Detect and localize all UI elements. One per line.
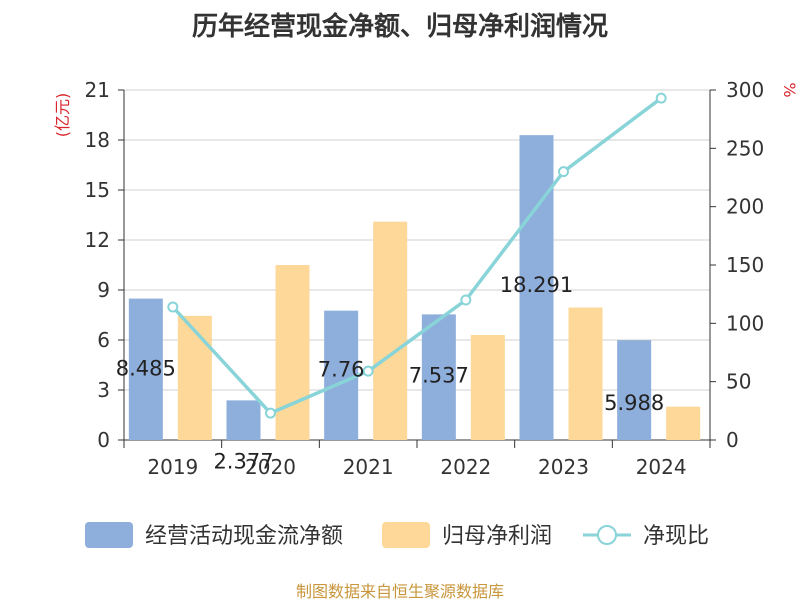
bar-series [128,135,701,440]
cashflow-bar [421,314,456,440]
x-tick-label: 2019 [147,455,198,479]
profit-bar [666,406,701,440]
cashflow-bar [324,310,359,440]
left-tick-label: 18 [85,128,110,152]
source-note: 制图数据来自恒生聚源数据库 [295,582,504,601]
left-axis: 0 3 6 9 12 15 18 21 (亿元) [53,78,125,452]
right-tick-label: 50 [726,370,751,394]
x-axis: 2019 2020 2021 2022 2023 2024 [123,439,711,479]
ratio-point [558,166,569,178]
ratio-point [655,92,667,104]
right-axis: 0 50 100 150 200 250 300% [709,78,799,452]
legend-swatch-profit [382,522,430,548]
cashflow-data-label: 18.291 [500,273,573,297]
right-axis-unit: % [780,82,799,97]
cashflow-bar [519,135,554,440]
legend-swatch-cashflow [85,522,133,548]
legend-label-ratio: 净现比 [643,524,709,549]
cashflow-data-label: 7.76 [318,358,365,382]
right-tick-label: 150 [726,253,764,277]
cashflow-bar [617,340,652,440]
left-tick-label: 9 [97,278,110,302]
left-tick-label: 3 [97,378,110,402]
cashflow-data-label: 2.377 [213,449,273,473]
right-tick-label: 250 [726,136,764,160]
legend-label-cashflow: 经营活动现金流净额 [145,524,343,549]
right-tick-label: 100 [726,311,764,335]
profit-bar [470,335,505,440]
ratio-line-series [167,92,667,419]
x-tick-label: 2020 [245,455,296,479]
x-tick-label: 2024 [636,455,687,479]
legend[interactable]: 经营活动现金流净额 归母净利润 净现比 [85,522,709,549]
x-tick-label: 2023 [538,455,589,479]
profit-bar [177,315,212,440]
x-tick-label: 2022 [440,455,491,479]
cashflow-bar [226,400,261,440]
cashflow-data-label: 8.485 [116,357,176,381]
right-tick-label: 0 [726,428,739,452]
cashflow-bar [128,298,163,440]
chart-title: 历年经营现金净额、归母净利润情况 [191,12,608,42]
profit-bar [568,307,603,440]
left-tick-label: 6 [97,328,110,352]
data-labels: 8.485 2.377 7.76 7.537 18.291 5.988 [116,273,664,473]
left-tick-label: 12 [85,228,110,252]
left-tick-label: 21 [85,78,110,102]
left-axis-unit: (亿元) [53,93,72,138]
cashflow-data-label: 7.537 [409,363,469,387]
ratio-point [460,294,472,306]
profit-bar [373,221,408,440]
left-tick-label: 15 [85,178,110,202]
ratio-line [171,96,663,415]
profit-bar [275,265,310,440]
ratio-point [362,365,374,377]
ratio-point [167,301,179,313]
right-tick-label: 300 [726,78,764,102]
legend-label-profit: 归母净利润 [442,524,552,549]
cashflow-data-label: 5.988 [604,391,664,415]
ratio-point [265,407,276,419]
legend-swatch-ratio-marker [597,525,617,545]
left-tick-label: 0 [97,428,110,452]
right-tick-label: 200 [726,195,764,219]
x-tick-label: 2021 [343,455,394,479]
